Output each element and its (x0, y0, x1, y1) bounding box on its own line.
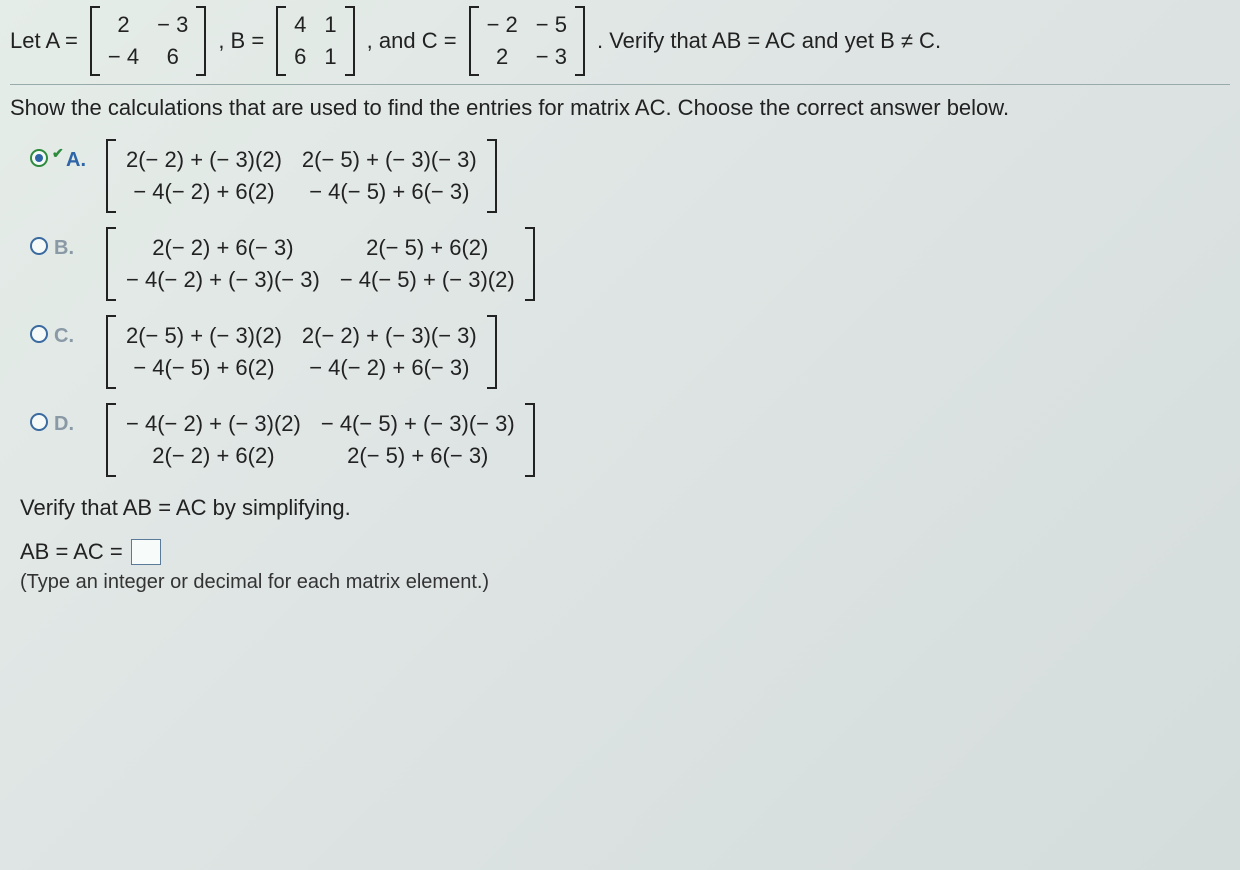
option-d-matrix: − 4(− 2) + (− 3)(2) − 4(− 5) + (− 3)(− 3… (106, 403, 535, 477)
equation-text: AB = AC = (20, 539, 123, 565)
bracket-right (196, 6, 206, 76)
hint-text: (Type an integer or decimal for each mat… (20, 571, 1230, 594)
matrix-a-cell: 6 (157, 44, 188, 70)
option-c-cell: − 4(− 2) + 6(− 3) (302, 355, 477, 381)
matrix-b-cell: 4 (294, 12, 306, 38)
bracket-right (525, 403, 535, 477)
radio-d[interactable] (30, 413, 48, 431)
instruction-text: Show the calculations that are used to f… (10, 95, 1230, 121)
option-b-cell: − 4(− 5) + (− 3)(2) (340, 267, 515, 293)
text-let-a: Let A = (10, 28, 78, 54)
matrix-c-cell: − 2 (487, 12, 518, 38)
bracket-left (276, 6, 286, 76)
radio-a[interactable] (30, 149, 48, 167)
option-a-matrix: 2(− 2) + (− 3)(2) 2(− 5) + (− 3)(− 3) − … (106, 139, 497, 213)
matrix-b-cell: 6 (294, 44, 306, 70)
option-c-label: C. (54, 325, 74, 348)
radio-b[interactable] (30, 237, 48, 255)
matrix-a-cell: 2 (108, 12, 139, 38)
verify-text: Verify that AB = AC by simplifying. (20, 495, 1230, 521)
option-d-cell: 2(− 2) + 6(2) (126, 443, 301, 469)
bracket-right (487, 139, 497, 213)
option-b-cell: 2(− 5) + 6(2) (340, 235, 515, 261)
bracket-left (469, 6, 479, 76)
option-c-cell: − 4(− 5) + 6(2) (126, 355, 282, 381)
option-d[interactable]: D. − 4(− 2) + (− 3)(2) − 4(− 5) + (− 3)(… (30, 403, 1230, 477)
divider (10, 84, 1230, 85)
option-a-cell: − 4(− 5) + 6(− 3) (302, 179, 477, 205)
option-b-cell: − 4(− 2) + (− 3)(− 3) (126, 267, 320, 293)
problem-statement: Let A = 2 − 3 − 4 6 , B = 4 1 6 1 , and … (10, 6, 1230, 76)
option-d-label: D. (54, 413, 74, 436)
option-a-cell: − 4(− 2) + 6(2) (126, 179, 282, 205)
matrix-b-cell: 1 (324, 12, 336, 38)
option-b-cell: 2(− 2) + 6(− 3) (126, 235, 320, 261)
text-verify: . Verify that AB = AC and yet B ≠ C. (597, 28, 941, 54)
matrix-a-cell: − 4 (108, 44, 139, 70)
option-d-cell: 2(− 5) + 6(− 3) (321, 443, 515, 469)
matrix-c-cell: − 5 (536, 12, 567, 38)
bracket-right (487, 315, 497, 389)
option-a-cell: 2(− 5) + (− 3)(− 3) (302, 147, 477, 173)
matrix-b: 4 1 6 1 (276, 6, 355, 76)
option-a-cell: 2(− 2) + (− 3)(2) (126, 147, 282, 173)
option-c-matrix: 2(− 5) + (− 3)(2) 2(− 2) + (− 3)(− 3) − … (106, 315, 497, 389)
check-icon (54, 149, 60, 163)
option-d-cell: − 4(− 5) + (− 3)(− 3) (321, 411, 515, 437)
option-c[interactable]: C. 2(− 5) + (− 3)(2) 2(− 2) + (− 3)(− 3)… (30, 315, 1230, 389)
option-b-label: B. (54, 237, 74, 260)
text-and-c: , and C = (367, 28, 457, 54)
bracket-right (345, 6, 355, 76)
bracket-left (106, 403, 116, 477)
bracket-left (106, 227, 116, 301)
option-b[interactable]: B. 2(− 2) + 6(− 3) 2(− 5) + 6(2) − 4(− 2… (30, 227, 1230, 301)
equation-line: AB = AC = (20, 539, 1230, 565)
bracket-left (106, 139, 116, 213)
matrix-a: 2 − 3 − 4 6 (90, 6, 206, 76)
option-c-cell: 2(− 2) + (− 3)(− 3) (302, 323, 477, 349)
options-group: A. 2(− 2) + (− 3)(2) 2(− 5) + (− 3)(− 3)… (30, 139, 1230, 477)
bracket-right (525, 227, 535, 301)
radio-c[interactable] (30, 325, 48, 343)
option-c-cell: 2(− 5) + (− 3)(2) (126, 323, 282, 349)
bracket-right (575, 6, 585, 76)
option-a-label: A. (66, 149, 86, 172)
bracket-left (106, 315, 116, 389)
matrix-c: − 2 − 5 2 − 3 (469, 6, 585, 76)
matrix-c-cell: 2 (487, 44, 518, 70)
matrix-a-cell: − 3 (157, 12, 188, 38)
option-b-matrix: 2(− 2) + 6(− 3) 2(− 5) + 6(2) − 4(− 2) +… (106, 227, 535, 301)
answer-input[interactable] (131, 539, 161, 565)
bracket-left (90, 6, 100, 76)
option-a[interactable]: A. 2(− 2) + (− 3)(2) 2(− 5) + (− 3)(− 3)… (30, 139, 1230, 213)
matrix-b-cell: 1 (324, 44, 336, 70)
text-comma-b: , B = (218, 28, 264, 54)
option-d-cell: − 4(− 2) + (− 3)(2) (126, 411, 301, 437)
matrix-c-cell: − 3 (536, 44, 567, 70)
